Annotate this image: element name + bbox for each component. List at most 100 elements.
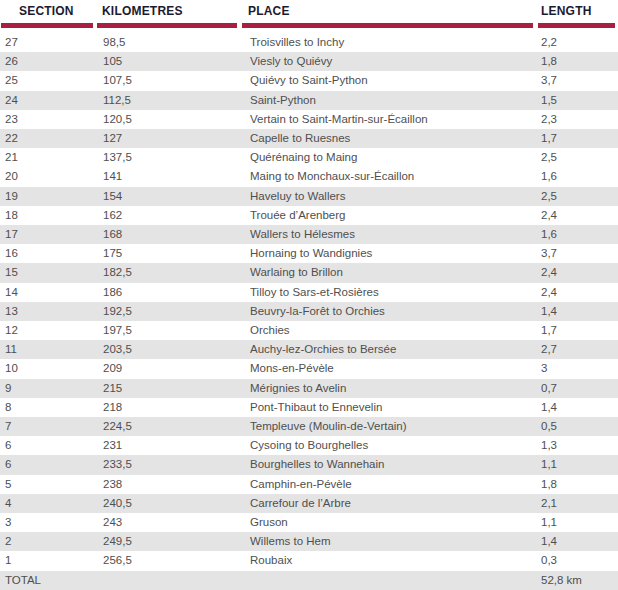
cell-section: 16 bbox=[0, 244, 97, 263]
cell-kilometres: 233,5 bbox=[97, 455, 242, 474]
table-row: 7224,5Templeuve (Moulin-de-Vertain)0,5 bbox=[0, 417, 618, 436]
total-length: 52,8 km bbox=[538, 571, 618, 590]
cell-kilometres: 209 bbox=[97, 359, 242, 378]
cell-place: Carrefour de l’Arbre bbox=[242, 494, 538, 513]
cell-place: Mérignies to Avelin bbox=[242, 379, 538, 398]
cell-place: Tilloy to Sars-et-Rosières bbox=[242, 283, 538, 302]
cell-length: 2,1 bbox=[538, 494, 618, 513]
table-row: 5238Camphin-en-Pévèle1,8 bbox=[0, 475, 618, 494]
cell-kilometres: 215 bbox=[97, 379, 242, 398]
cell-length: 1,6 bbox=[538, 167, 618, 186]
table-row: 19154Haveluy to Wallers2,5 bbox=[0, 187, 618, 206]
cell-place: Vertain to Saint-Martin-sur-Écaillon bbox=[242, 110, 538, 129]
cell-section: 7 bbox=[0, 417, 97, 436]
cell-place: Bourghelles to Wannehain bbox=[242, 455, 538, 474]
cell-length: 1,8 bbox=[538, 52, 618, 71]
cell-kilometres: 240,5 bbox=[97, 494, 242, 513]
cell-length: 1,5 bbox=[538, 91, 618, 110]
cell-kilometres: 238 bbox=[97, 475, 242, 494]
cell-length: 2,4 bbox=[538, 263, 618, 282]
cell-section: 25 bbox=[0, 71, 97, 90]
cell-length: 0,7 bbox=[538, 379, 618, 398]
column-header-section: SECTION bbox=[1, 0, 93, 28]
cell-place: Quiévy to Saint-Python bbox=[242, 71, 538, 90]
total-spacer bbox=[242, 571, 538, 590]
cobbled-sections-table: SECTION KILOMETRES PLACE LENGTH 2798,5Tr… bbox=[0, 0, 618, 590]
cell-place: Saint-Python bbox=[242, 91, 538, 110]
cell-length: 2,4 bbox=[538, 283, 618, 302]
cell-kilometres: 197,5 bbox=[97, 321, 242, 340]
cell-section: 6 bbox=[0, 436, 97, 455]
table-row: 21137,5Quérénaing to Maing2,5 bbox=[0, 148, 618, 167]
cell-kilometres: 137,5 bbox=[97, 148, 242, 167]
cell-kilometres: 112,5 bbox=[97, 91, 242, 110]
cell-length: 2,5 bbox=[538, 187, 618, 206]
total-row: TOTAL52,8 km bbox=[0, 571, 618, 590]
table-row: 14186Tilloy to Sars-et-Rosières2,4 bbox=[0, 283, 618, 302]
cell-section: 15 bbox=[0, 263, 97, 282]
cell-section: 26 bbox=[0, 52, 97, 71]
cell-place: Quérénaing to Maing bbox=[242, 148, 538, 167]
cell-section: 18 bbox=[0, 206, 97, 225]
cell-length: 1,7 bbox=[538, 321, 618, 340]
table-row: 23120,5Vertain to Saint-Martin-sur-Écail… bbox=[0, 110, 618, 129]
table-row: 13192,5Beuvry-la-Forêt to Orchies1,4 bbox=[0, 302, 618, 321]
cell-section: 6 bbox=[0, 455, 97, 474]
table-row: 18162Trouée d’Arenberg2,4 bbox=[0, 206, 618, 225]
column-header-length: LENGTH bbox=[538, 0, 615, 28]
cell-length: 2,7 bbox=[538, 340, 618, 359]
table-row: 24112,5Saint-Python1,5 bbox=[0, 91, 618, 110]
cell-kilometres: 127 bbox=[97, 129, 242, 148]
table-row: 9215Mérignies to Avelin0,7 bbox=[0, 379, 618, 398]
cell-place: Haveluy to Wallers bbox=[242, 187, 538, 206]
cell-length: 3 bbox=[538, 359, 618, 378]
cell-place: Troisvilles to Inchy bbox=[242, 33, 538, 52]
cell-place: Warlaing to Brillon bbox=[242, 263, 538, 282]
table-row: 25107,5Quiévy to Saint-Python3,7 bbox=[0, 71, 618, 90]
table-row: 17168Wallers to Hélesmes1,6 bbox=[0, 225, 618, 244]
cell-section: 5 bbox=[0, 475, 97, 494]
table-row: 10209Mons-en-Pévèle3 bbox=[0, 359, 618, 378]
table-row: 2798,5Troisvilles to Inchy2,2 bbox=[0, 33, 618, 52]
cell-kilometres: 186 bbox=[97, 283, 242, 302]
cell-length: 1,7 bbox=[538, 129, 618, 148]
cell-kilometres: 120,5 bbox=[97, 110, 242, 129]
cell-kilometres: 162 bbox=[97, 206, 242, 225]
cell-place: Trouée d’Arenberg bbox=[242, 206, 538, 225]
cell-section: 24 bbox=[0, 91, 97, 110]
table-body: 2798,5Troisvilles to Inchy2,226105Viesly… bbox=[0, 33, 618, 590]
cell-section: 4 bbox=[0, 494, 97, 513]
cell-place: Beuvry-la-Forêt to Orchies bbox=[242, 302, 538, 321]
cell-kilometres: 98,5 bbox=[97, 33, 242, 52]
table-row: 2249,5Willems to Hem1,4 bbox=[0, 532, 618, 551]
cell-length: 2,2 bbox=[538, 33, 618, 52]
table-row: 16175Hornaing to Wandignies3,7 bbox=[0, 244, 618, 263]
cell-section: 23 bbox=[0, 110, 97, 129]
cell-place: Mons-en-Pévèle bbox=[242, 359, 538, 378]
table-header: SECTION KILOMETRES PLACE LENGTH bbox=[0, 0, 618, 28]
cell-kilometres: 249,5 bbox=[97, 532, 242, 551]
table-row: 1256,5Roubaix0,3 bbox=[0, 551, 618, 570]
table-row: 12197,5Orchies1,7 bbox=[0, 321, 618, 340]
cell-section: 1 bbox=[0, 551, 97, 570]
table-row: 26105Viesly to Quiévy1,8 bbox=[0, 52, 618, 71]
cell-length: 1,1 bbox=[538, 513, 618, 532]
table-row: 4240,5Carrefour de l’Arbre2,1 bbox=[0, 494, 618, 513]
total-spacer bbox=[97, 571, 242, 590]
cell-section: 20 bbox=[0, 167, 97, 186]
cell-length: 2,3 bbox=[538, 110, 618, 129]
cell-kilometres: 203,5 bbox=[97, 340, 242, 359]
table-row: 8218Pont-Thibaut to Ennevelin1,4 bbox=[0, 398, 618, 417]
cell-kilometres: 231 bbox=[97, 436, 242, 455]
cell-kilometres: 243 bbox=[97, 513, 242, 532]
column-header-place: PLACE bbox=[242, 0, 533, 28]
cell-kilometres: 256,5 bbox=[97, 551, 242, 570]
cell-kilometres: 107,5 bbox=[97, 71, 242, 90]
cell-length: 1,4 bbox=[538, 532, 618, 551]
cell-section: 9 bbox=[0, 379, 97, 398]
cell-length: 1,6 bbox=[538, 225, 618, 244]
table-row: 3243Gruson1,1 bbox=[0, 513, 618, 532]
table-row: 15182,5Warlaing to Brillon2,4 bbox=[0, 263, 618, 282]
cell-length: 1,4 bbox=[538, 302, 618, 321]
cell-section: 19 bbox=[0, 187, 97, 206]
